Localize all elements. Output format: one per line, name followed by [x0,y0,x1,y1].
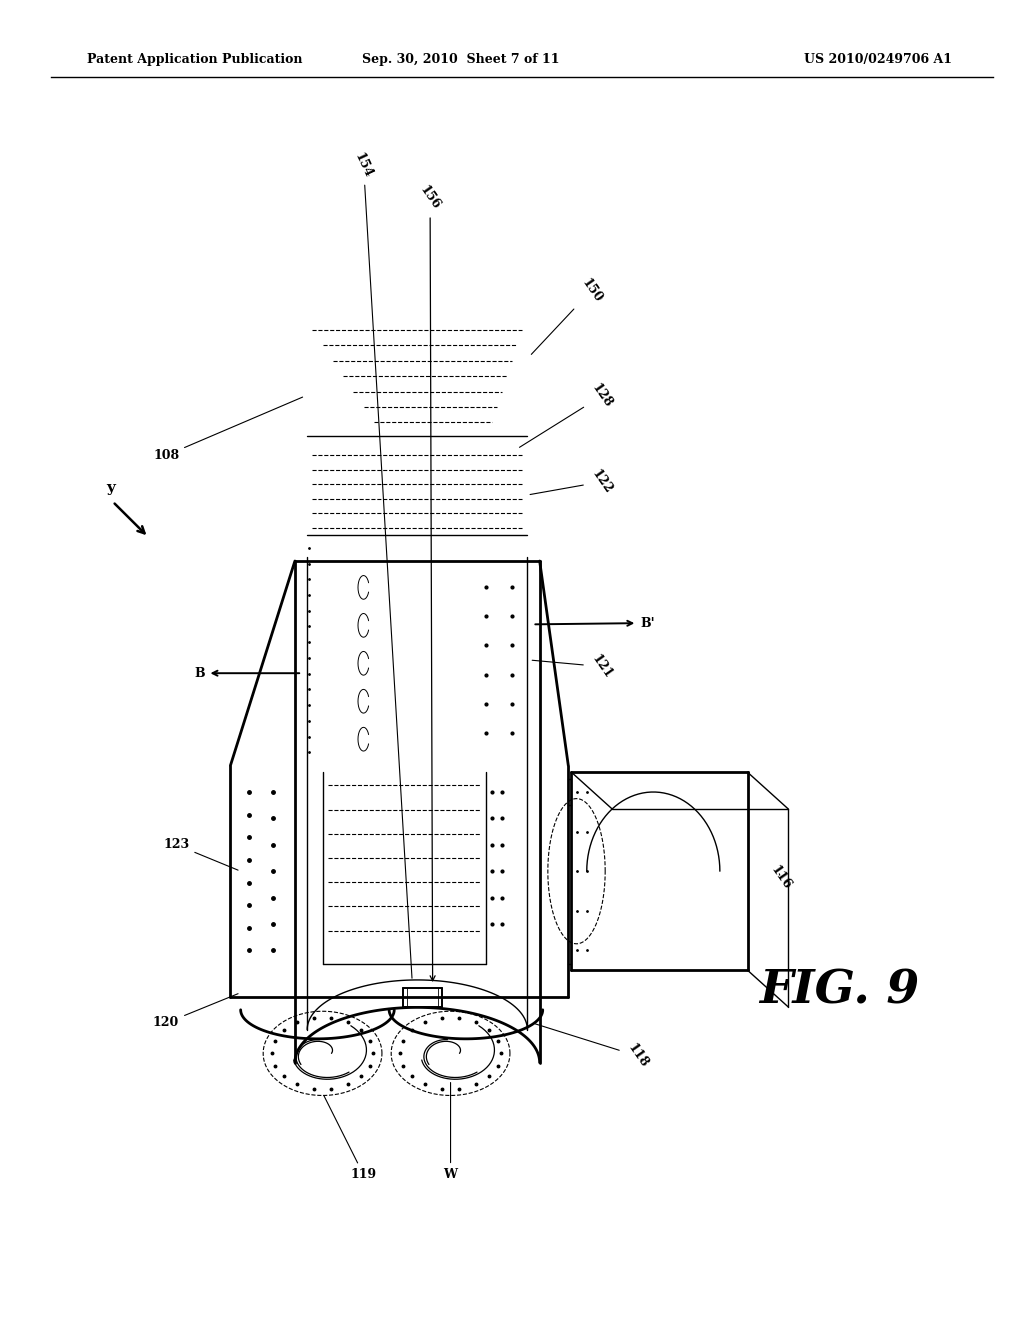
Text: W: W [443,1082,458,1181]
Text: 123: 123 [163,838,238,870]
Text: 118: 118 [536,1024,650,1071]
Text: US 2010/0249706 A1: US 2010/0249706 A1 [804,53,952,66]
Text: 150: 150 [531,276,604,354]
Text: Patent Application Publication: Patent Application Publication [87,53,302,66]
Text: FIG. 9: FIG. 9 [760,968,920,1012]
Text: 116: 116 [768,863,794,892]
Text: 108: 108 [153,397,303,462]
Text: 120: 120 [153,994,238,1030]
Text: B: B [195,667,299,680]
Text: 119: 119 [324,1096,377,1181]
Text: 154: 154 [352,150,412,978]
Text: Sep. 30, 2010  Sheet 7 of 11: Sep. 30, 2010 Sheet 7 of 11 [362,53,559,66]
Text: 156: 156 [418,183,442,981]
Text: 121: 121 [532,652,614,681]
Text: 128: 128 [519,381,614,447]
Text: 122: 122 [530,467,614,496]
Text: y: y [106,482,115,495]
Text: B': B' [536,616,654,630]
